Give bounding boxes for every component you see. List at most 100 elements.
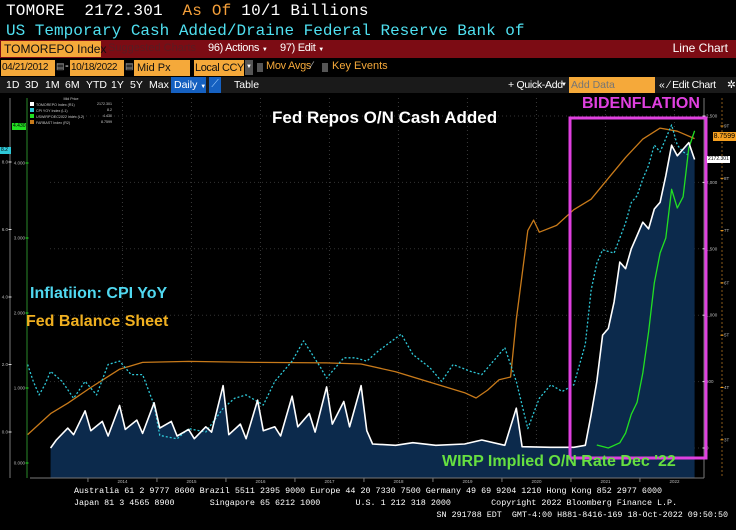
range-1d[interactable]: 1D (6, 79, 20, 91)
legend-value: 8.7599 (101, 120, 112, 124)
end-date-field[interactable]: 10/18/2022 (70, 60, 124, 76)
r1-tick-label: 500 (706, 379, 714, 384)
l1-tick-label: 2.0 (2, 362, 9, 367)
footer-line-1: Australia 61 2 9777 8600 Brazil 5511 239… (74, 486, 663, 496)
actions-button[interactable]: 96) Actions ▼ (208, 41, 268, 55)
r1-tick-label: 2,000 (706, 180, 718, 185)
date-separator: - (65, 60, 69, 72)
x-tick-label: 2021 (600, 479, 611, 483)
series-line (49, 141, 696, 449)
currency-select[interactable]: Local CCY (194, 60, 244, 76)
range-5y[interactable]: 5Y (130, 79, 143, 91)
as-of-label: As Of (182, 2, 232, 20)
mov-avgs-label[interactable]: Mov Avgs (266, 60, 312, 72)
l2-tick-label: 2.000 (14, 311, 26, 316)
add-data-input[interactable] (569, 77, 655, 93)
r2-tick-label: 4T (724, 385, 730, 390)
r1-last-tag: 2172.301 (707, 156, 730, 163)
legend-label: USWIRP DEC2022 Index (L2) (36, 115, 85, 119)
date-bar: 04/21/2012 ▤ - 10/18/2022 ▤ Mid Px Local… (0, 59, 736, 76)
security-field[interactable]: TOMOREPO Index (1, 41, 106, 57)
command-bar: TOMOREPO Index Suggested Charts 96) Acti… (0, 40, 736, 58)
range-max[interactable]: Max (149, 79, 169, 91)
range-6m[interactable]: 6M (65, 79, 80, 91)
pencil-icon: ∕ (668, 79, 670, 91)
x-tick-label: 2014 (117, 479, 128, 483)
legend-swatch (30, 120, 34, 124)
range-ytd[interactable]: YTD (86, 79, 107, 91)
edit-chart-label: Edit Chart (672, 79, 716, 91)
highlight-box (568, 116, 708, 460)
l1-tick-label: 0.0 (2, 430, 9, 435)
series-r1 (49, 141, 696, 449)
legend-item[interactable]: TOMOREPO Index (R1) 2172.301 (30, 102, 112, 108)
mov-avgs-checkbox[interactable] (257, 63, 263, 72)
edit-chart-button[interactable]: ∕ Edit Chart (668, 78, 716, 92)
legend-swatch (30, 108, 34, 112)
range-1m[interactable]: 1M (45, 79, 60, 91)
gear-icon[interactable]: ✲ (727, 79, 736, 91)
range-3d[interactable]: 3D (25, 79, 39, 91)
x-tick-label: 2019 (462, 479, 473, 483)
annotation-title: Fed Repos O/N Cash Added (272, 108, 498, 127)
x-tick-label: 2017 (324, 479, 335, 483)
pencil-icon[interactable]: ∕ (311, 60, 313, 72)
repo-area-fill (50, 142, 695, 478)
legend-item[interactable]: USWIRP DEC2022 Index (L2) 4.430 (30, 114, 112, 120)
x-tick-label: 2022 (669, 479, 680, 483)
r2-tick-label: 6T (724, 280, 730, 285)
as-of-date: 10/1 (241, 2, 281, 20)
edit-label: 97) Edit (280, 42, 316, 54)
x-tick-label: 2015 (186, 479, 197, 483)
series-r2 (27, 127, 695, 436)
key-events-checkbox[interactable] (322, 63, 328, 72)
x-tick-label: 2020 (531, 479, 542, 483)
r1-tick-label: 2,500 (706, 114, 718, 119)
l2-tick-label: 1.000 (14, 386, 26, 391)
line-chart-icon[interactable]: ⟋ (209, 77, 221, 93)
calendar-icon[interactable]: ▤ (125, 61, 134, 71)
chevron-down-icon: ▼ (318, 47, 324, 53)
l1-tick-label: 4.0 (2, 295, 9, 300)
edit-button[interactable]: 97) Edit ▼ (280, 41, 324, 55)
series-line (27, 127, 695, 436)
x-tick-label: 2016 (255, 479, 266, 483)
r2-tick-label: 3T (724, 437, 730, 442)
table-button[interactable]: Table (234, 79, 260, 91)
annotation-bidenflation: BIDENFLATION (582, 95, 700, 112)
security-description: US Temporary Cash Added/Draine Federal R… (6, 22, 525, 40)
series-line (596, 130, 696, 449)
quick-add-button[interactable]: + Quick-Add (508, 79, 563, 91)
start-date-field[interactable]: 04/21/2012 (1, 60, 55, 76)
legend-value: 2172.301 (97, 102, 112, 106)
legend-title: Mid Price (63, 97, 79, 101)
key-events-label[interactable]: Key Events (332, 60, 388, 72)
r2-tick-label: 7T (724, 228, 730, 233)
l2-tick-label: 3.000 (14, 236, 26, 241)
range-1y[interactable]: 1Y (111, 79, 124, 91)
l1-last-tag: 8.2 (0, 147, 11, 154)
chevron-down-icon[interactable]: ▼ (245, 60, 253, 75)
price-field-select[interactable]: Mid Px (134, 60, 190, 76)
series-line (26, 124, 690, 440)
annotation-cpi: Inflatiion: CPI YoY (30, 285, 168, 302)
frequency-dropdown[interactable]: Daily ▼ (171, 77, 206, 93)
r2-tick-label: 8T (724, 176, 730, 181)
legend-swatch (30, 114, 34, 118)
annotation-wirp: WIRP Implied O/N Rate Dec '22 (442, 453, 676, 470)
ticker: TOMORE (6, 2, 65, 20)
r1-tick-label: 1,500 (706, 246, 718, 251)
legend-item[interactable]: FARBAST Index (R2) 8.7599 (30, 120, 112, 126)
chevron-down-icon: ▼ (200, 84, 207, 90)
annotation-balance-sheet: Fed Balance Sheet (26, 313, 169, 330)
series-l2 (596, 130, 696, 449)
legend-item[interactable]: CPI YOY Index (L1) 8.2 (30, 108, 112, 114)
l2-last-tag: 4.430 (12, 123, 26, 130)
l2-tick-label: 0.000 (14, 461, 26, 466)
line-chart[interactable]: 2014 2015 2016 2017 2018 2019 2020 2021 2022 0.0 2… (0, 93, 736, 483)
collapse-icon[interactable]: « (659, 79, 665, 91)
suggested-charts-button[interactable]: Suggested Charts (108, 42, 197, 54)
last-value: 2172.301 (84, 2, 163, 20)
calendar-icon[interactable]: ▤ (56, 61, 65, 71)
l2-tick-label: 4.000 (14, 161, 26, 166)
